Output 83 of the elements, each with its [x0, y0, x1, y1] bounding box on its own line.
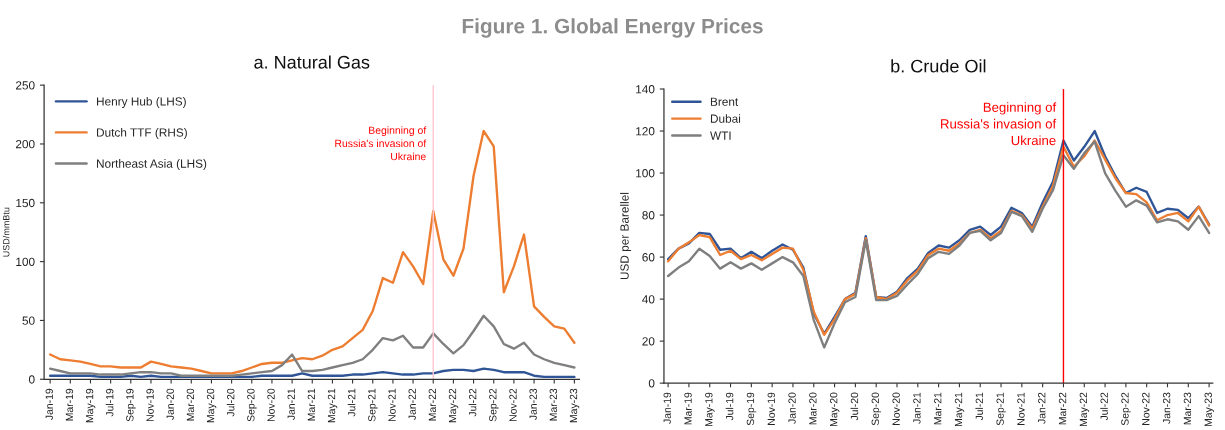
legend-label: Henry Hub (LHS)	[97, 96, 186, 108]
x-tick-label: May-22	[448, 388, 459, 423]
x-tick-label: Jul-21	[347, 388, 356, 417]
x-tick-label: Nov-19	[146, 388, 154, 422]
x-tick-label: Sep-21	[368, 388, 378, 422]
x-tick-label: Nov-22	[509, 388, 517, 422]
x-tick-label: Nov-20	[267, 388, 275, 422]
y-tick-label: 100	[636, 169, 655, 178]
legend-label: Brent	[710, 97, 739, 106]
y-tick-label: 0	[28, 375, 35, 384]
x-tick-label: Mar-23	[549, 388, 558, 421]
x-tick-label: Sep-21	[996, 392, 1006, 426]
chart-subtitle: a. Natural Gas	[254, 55, 370, 69]
x-tick-label: Jan-21	[287, 388, 295, 420]
legend-label: Dubai	[710, 114, 741, 123]
x-tick-label: Mar-22	[428, 388, 437, 421]
x-tick-label: May-22	[1079, 392, 1090, 427]
x-tick-label: Mar-19	[684, 392, 692, 425]
x-tick-label: Mar-23	[1183, 392, 1192, 425]
x-tick-label: Sep-20	[871, 392, 882, 426]
x-tick-label: Sep-22	[489, 388, 499, 422]
x-tick-label: Sep-19	[126, 388, 136, 422]
legend-label: WTI	[710, 131, 731, 140]
y-tick-label: 0	[648, 379, 655, 388]
x-tick-label: May-20	[206, 388, 217, 423]
chart-subtitle: b. Crude Oil	[891, 59, 986, 73]
x-tick-label: Mar-20	[186, 388, 195, 421]
x-tick-label: Jul-22	[1100, 392, 1108, 421]
y-tick-label: 60	[642, 253, 655, 262]
y-tick-label: 20	[642, 337, 655, 346]
x-tick-label: May-21	[327, 388, 338, 423]
y-tick-label: 140	[636, 85, 655, 94]
ref-line-label: Beginning of Russia's invasion of Ukraine	[941, 102, 1057, 146]
x-tick-label: Sep-22	[1121, 392, 1131, 426]
x-tick-label: Jan-22	[408, 388, 416, 420]
line-series	[48, 314, 576, 377]
x-tick-label: May-19	[85, 388, 96, 423]
x-tick-label: Jan-20	[788, 392, 796, 424]
x-tick-label: Jul-22	[468, 388, 477, 417]
x-tick-label: Nov-19	[767, 392, 775, 425]
x-tick-label: Mar-21	[307, 388, 316, 421]
y-tick-label: 150	[16, 198, 35, 208]
y-tick-label: 100	[16, 257, 35, 267]
x-tick-label: May-21	[954, 392, 965, 427]
x-tick-label: Mar-21	[934, 392, 942, 425]
legend-label: Northeast Asia (LHS)	[97, 159, 207, 171]
legend-label: Dutch TTF (RHS)	[97, 128, 187, 140]
x-tick-label: Mar-20	[809, 392, 817, 425]
x-tick-label: Nov-21	[388, 388, 396, 422]
y-axis-title: USD per Barellel	[620, 192, 632, 280]
x-tick-label: Sep-20	[247, 388, 257, 422]
ref-line-label: Beginning of Russia's invasion of Ukraine	[335, 126, 427, 161]
x-tick-label: Jan-22	[1038, 392, 1046, 424]
y-tick-label: 250	[15, 81, 35, 90]
x-tick-label: Jan-23	[529, 388, 537, 420]
y-tick-label: 50	[22, 316, 35, 325]
x-tick-label: May-23	[1204, 392, 1214, 427]
y-tick-label: 80	[642, 211, 655, 220]
x-tick-label: Jul-21	[975, 392, 984, 421]
x-tick-label: Nov-20	[892, 392, 900, 425]
x-tick-label: Nov-22	[1142, 392, 1150, 425]
x-tick-label: May-19	[705, 392, 715, 427]
y-tick-label: 200	[15, 140, 35, 149]
x-tick-label: Mar-19	[65, 388, 74, 421]
x-tick-label: May-20	[829, 392, 840, 427]
line-series	[48, 367, 576, 379]
x-tick-label: Jul-19	[725, 392, 734, 421]
y-axis-title: USD/mmBtu	[2, 207, 10, 257]
y-tick-label: 120	[636, 127, 655, 136]
x-tick-label: May-23	[569, 388, 580, 423]
chart-title: Figure 1. Global Energy Prices	[462, 18, 763, 38]
x-tick-label: Mar-22	[1058, 392, 1067, 425]
x-tick-label: Jan-19	[45, 388, 53, 420]
x-tick-label: Nov-21	[1017, 392, 1025, 425]
x-tick-label: Jan-19	[663, 392, 671, 424]
x-tick-label: Jan-23	[1162, 392, 1171, 424]
x-tick-label: Jan-20	[166, 388, 174, 420]
y-tick-label: 40	[642, 295, 655, 304]
x-tick-label: Jul-20	[226, 388, 235, 417]
x-tick-label: Sep-19	[746, 392, 757, 426]
x-tick-label: Jan-21	[913, 392, 921, 424]
x-tick-label: Jul-20	[850, 392, 859, 421]
x-tick-label: Jul-19	[105, 388, 114, 417]
